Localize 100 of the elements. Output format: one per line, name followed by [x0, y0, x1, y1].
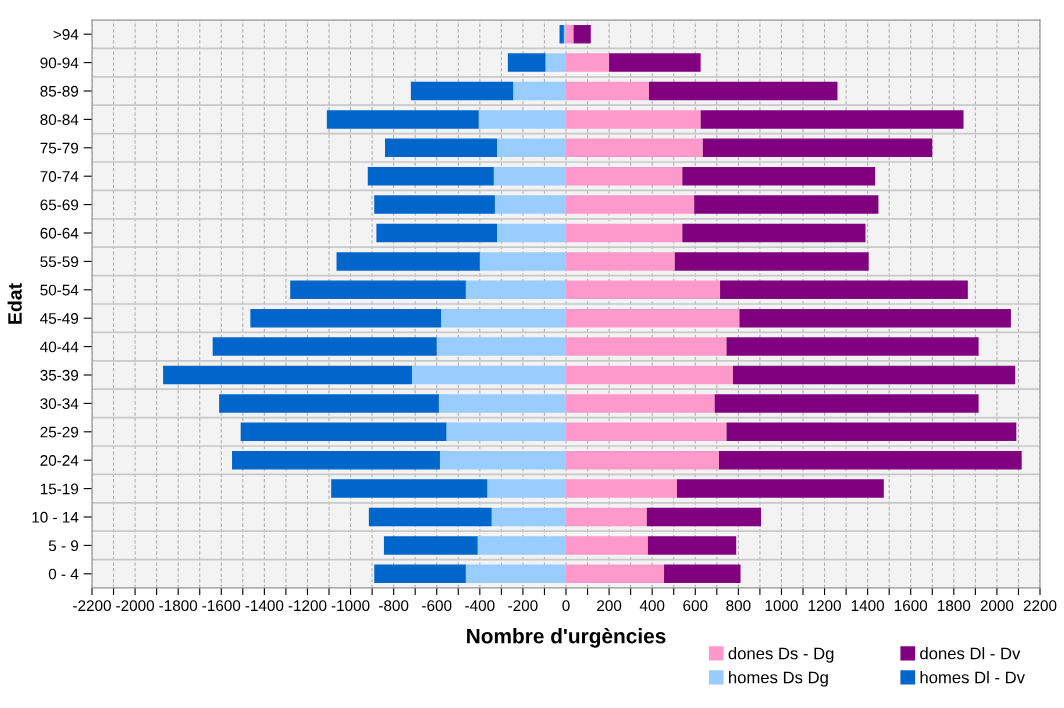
x-tick-label: 1600 [894, 600, 928, 612]
bar [487, 479, 566, 498]
bar [479, 252, 566, 271]
y-axis-title: Edat [7, 283, 22, 324]
bar [240, 422, 447, 442]
bar [566, 507, 647, 527]
x-tick-label: 2000 [980, 600, 1014, 612]
x-axis-title: Nombre d'urgències [467, 627, 666, 648]
x-tick-label: 400 [639, 600, 665, 612]
bar [367, 166, 494, 186]
x-tick-label: -1000 [331, 600, 370, 612]
bar [326, 110, 479, 129]
bar [497, 138, 566, 158]
bar [465, 564, 566, 584]
bar [163, 365, 412, 385]
y-tick-label: 0 - 4 [48, 568, 79, 580]
legend-label: dones Dl - Dv [920, 647, 1021, 660]
y-tick-label: 65-69 [40, 199, 79, 211]
bar [563, 24, 566, 44]
bar [212, 337, 437, 356]
bar [646, 507, 761, 527]
bar [648, 81, 838, 101]
bar [559, 24, 564, 44]
bar [374, 564, 466, 584]
x-tick-label: -2200 [73, 600, 111, 612]
bar [491, 507, 566, 527]
x-tick-label: -1600 [202, 600, 241, 612]
bar [566, 110, 701, 129]
bar [726, 422, 1017, 442]
y-tick-label: 60-64 [40, 227, 79, 239]
bar [566, 308, 740, 328]
bar [368, 507, 492, 527]
bar [566, 422, 727, 442]
bar [566, 394, 715, 413]
bar [219, 394, 439, 413]
x-tick-label: 0 [562, 600, 570, 612]
bar [566, 195, 695, 214]
bar [732, 365, 1016, 385]
y-tick-label: 45-49 [40, 313, 79, 324]
bar [376, 223, 498, 243]
y-tick-label: 90-94 [40, 57, 79, 69]
bar [438, 394, 566, 413]
y-tick-label: 85-89 [40, 85, 79, 97]
bar [545, 53, 566, 72]
bar [566, 450, 719, 470]
y-tick-label: 80-84 [40, 114, 79, 126]
y-tick-label: 15-19 [40, 483, 79, 495]
bar [647, 536, 737, 555]
y-tick-label: 75-79 [40, 142, 79, 154]
bar [566, 252, 675, 271]
x-tick-label: -1400 [245, 600, 284, 612]
bar [566, 24, 574, 44]
x-tick-label: 1400 [851, 600, 885, 612]
bar [566, 223, 683, 243]
bar [664, 564, 741, 584]
bar [290, 280, 466, 300]
y-tick-label: 55-59 [40, 256, 79, 268]
bar [336, 252, 480, 271]
bar [566, 166, 683, 186]
x-tick-label: 600 [683, 600, 708, 612]
x-tick-label: -400 [465, 600, 495, 612]
y-tick-label: 25-29 [40, 426, 79, 438]
bar [566, 81, 649, 101]
bar [494, 195, 566, 214]
bar [436, 337, 566, 356]
bar [714, 394, 979, 413]
bar [478, 110, 566, 129]
y-tick-label: >94 [53, 29, 79, 40]
bar [497, 223, 566, 243]
y-tick-label: 50-54 [40, 284, 79, 296]
bar [718, 450, 1022, 470]
x-tick-label: -200 [508, 600, 538, 612]
x-tick-label: 1800 [937, 600, 971, 612]
bar [566, 365, 733, 385]
bar [682, 166, 876, 186]
x-tick-label: -1800 [159, 600, 198, 612]
bar [385, 138, 498, 158]
bar [739, 308, 1011, 328]
bar [331, 479, 488, 498]
bar [513, 81, 566, 101]
bar [573, 24, 591, 44]
x-tick-label: 800 [726, 600, 751, 612]
y-tick-label: 10 - 14 [32, 511, 79, 523]
bar [694, 195, 879, 214]
bar [566, 53, 610, 72]
bar [507, 53, 546, 72]
bar [232, 450, 440, 470]
y-tick-label: 30-34 [40, 398, 79, 410]
bar [682, 223, 866, 243]
x-tick-label: 2200 [1023, 600, 1057, 612]
bar [493, 166, 566, 186]
bar [441, 308, 566, 328]
y-tick-label: 5 - 9 [48, 540, 79, 552]
bar [439, 450, 566, 470]
bar [566, 337, 727, 356]
x-tick-label: -600 [422, 600, 452, 612]
bar [465, 280, 566, 300]
bar [566, 479, 677, 498]
y-tick-label: 70-74 [40, 171, 79, 182]
bar [702, 138, 933, 158]
